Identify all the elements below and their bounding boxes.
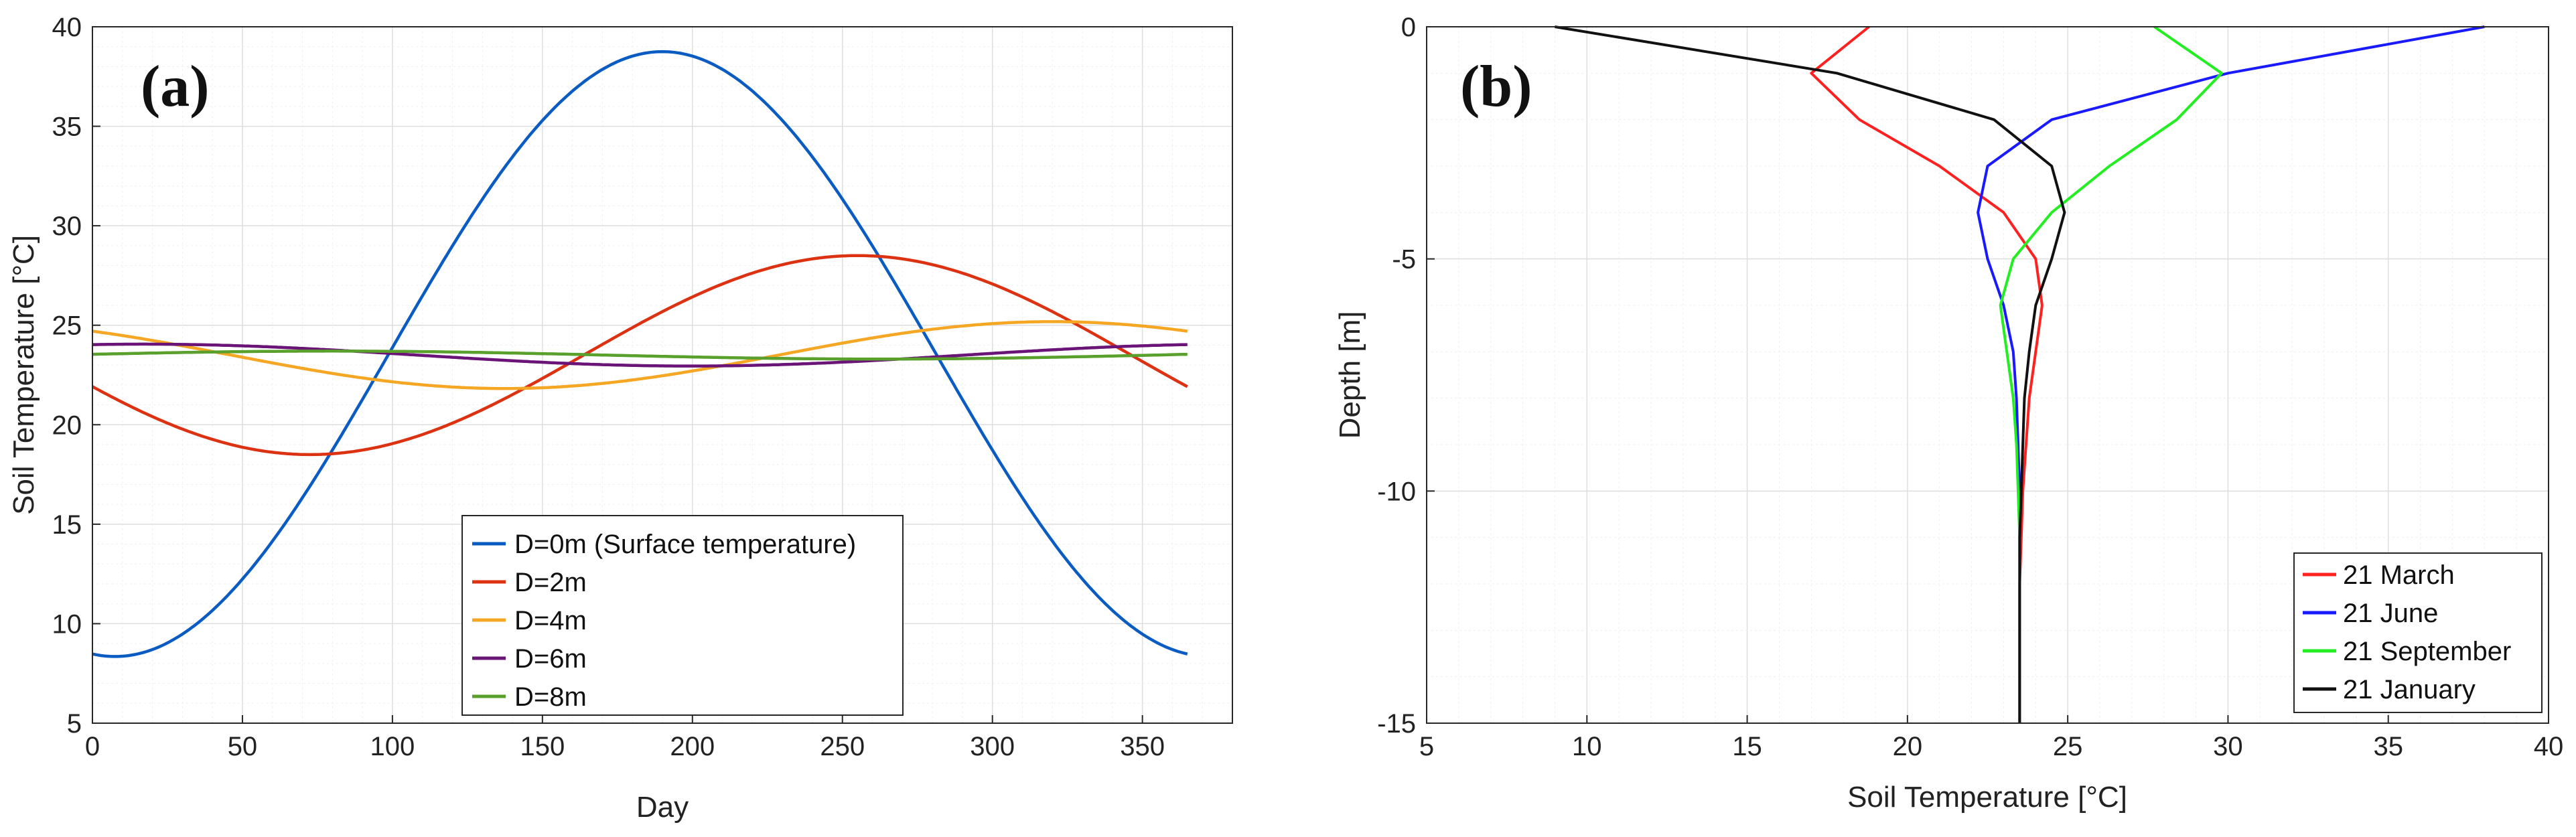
x-tick-label: 40 [2534, 732, 2564, 761]
x-tick-label: 35 [2373, 732, 2403, 761]
x-tick-label: 10 [1572, 732, 1602, 761]
panel-label-b: (b) [1460, 54, 1532, 119]
panel-a: 0 50 100 150 200 250 300 350 5 10 15 20 25 30 35 40 Day… [7, 13, 1233, 824]
legend-a: D=0m (Surface temperature) D=2m D=4m D=6m D=… [461, 515, 904, 716]
y-tick-label: 25 [52, 311, 82, 341]
legend-entry: D=8m [514, 682, 587, 712]
series-line-d-0m-surface-temperature [92, 50, 1188, 658]
y-tick-label: -5 [1392, 245, 1416, 275]
panel-b: 5 10 15 20 25 30 35 40 0 -5 -10 -15 Soil Temperatur… [1334, 13, 2563, 814]
x-tick-label: 150 [520, 732, 565, 761]
x-axis-label-b: Soil Temperature [°C] [1847, 781, 2127, 814]
y-axis-label-a: Soil Temperature [°C] [7, 235, 40, 515]
series-group-a [91, 50, 1188, 658]
legend-entry: D=2m [514, 568, 587, 597]
legend-entry: 21 June [2343, 599, 2438, 628]
y-tick-label: 15 [52, 510, 82, 540]
legend-box-a [461, 515, 904, 716]
series-line-d-8m [92, 350, 1188, 361]
axes-box-a [92, 26, 1233, 724]
y-tick-label: 10 [52, 609, 82, 639]
legend-entry: 21 September [2343, 637, 2511, 666]
legend-b: 21 March 21 June 21 September 21 January [2293, 552, 2543, 713]
ticks-b: 5 10 15 20 25 30 35 40 0 -5 -10 -15 [1377, 13, 2563, 761]
y-tick-label: 35 [52, 112, 82, 142]
x-tick-label: 50 [228, 732, 258, 761]
x-tick-label: 350 [1120, 732, 1165, 761]
x-tick-label: 250 [820, 732, 865, 761]
x-tick-label: 15 [1732, 732, 1762, 761]
y-tick-label: -10 [1377, 477, 1416, 506]
series-line-d-2m [91, 254, 1188, 457]
ticks-a: 0 50 100 150 200 250 300 350 5 10 15 20 25 30 35 40 [52, 13, 1165, 761]
x-tick-label: 100 [370, 732, 415, 761]
x-tick-label: 0 [85, 732, 100, 761]
series-line-21-january [1555, 25, 2066, 723]
legend-entry: 21 March [2343, 560, 2455, 590]
legend-entry: 21 January [2343, 675, 2476, 704]
y-axis-label-b: Depth [m] [1334, 311, 1366, 439]
legend-entry: D=0m (Surface temperature) [514, 530, 856, 559]
x-tick-label: 200 [670, 732, 715, 761]
y-tick-label: 0 [1401, 13, 1416, 42]
series-group-b [1555, 25, 2485, 723]
y-tick-label: 5 [67, 709, 82, 739]
x-tick-label: 25 [2053, 732, 2083, 761]
axes-box-b [1426, 26, 2549, 724]
legend-entry: D=4m [514, 606, 587, 635]
x-tick-label: 5 [1419, 732, 1434, 761]
series-line-d-4m [92, 320, 1188, 390]
x-axis-label-a: Day [636, 791, 689, 824]
legend-entry: D=6m [514, 644, 587, 674]
x-tick-label: 20 [1893, 732, 1923, 761]
legend-box-b [2293, 552, 2543, 713]
x-tick-label: 30 [2213, 732, 2243, 761]
series-line-d-6m [92, 342, 1188, 368]
y-tick-label: -15 [1377, 709, 1416, 739]
x-tick-label: 300 [970, 732, 1015, 761]
y-tick-label: 20 [52, 410, 82, 440]
panel-label-a: (a) [141, 54, 210, 119]
y-tick-label: 30 [52, 212, 82, 241]
y-tick-label: 40 [52, 13, 82, 42]
